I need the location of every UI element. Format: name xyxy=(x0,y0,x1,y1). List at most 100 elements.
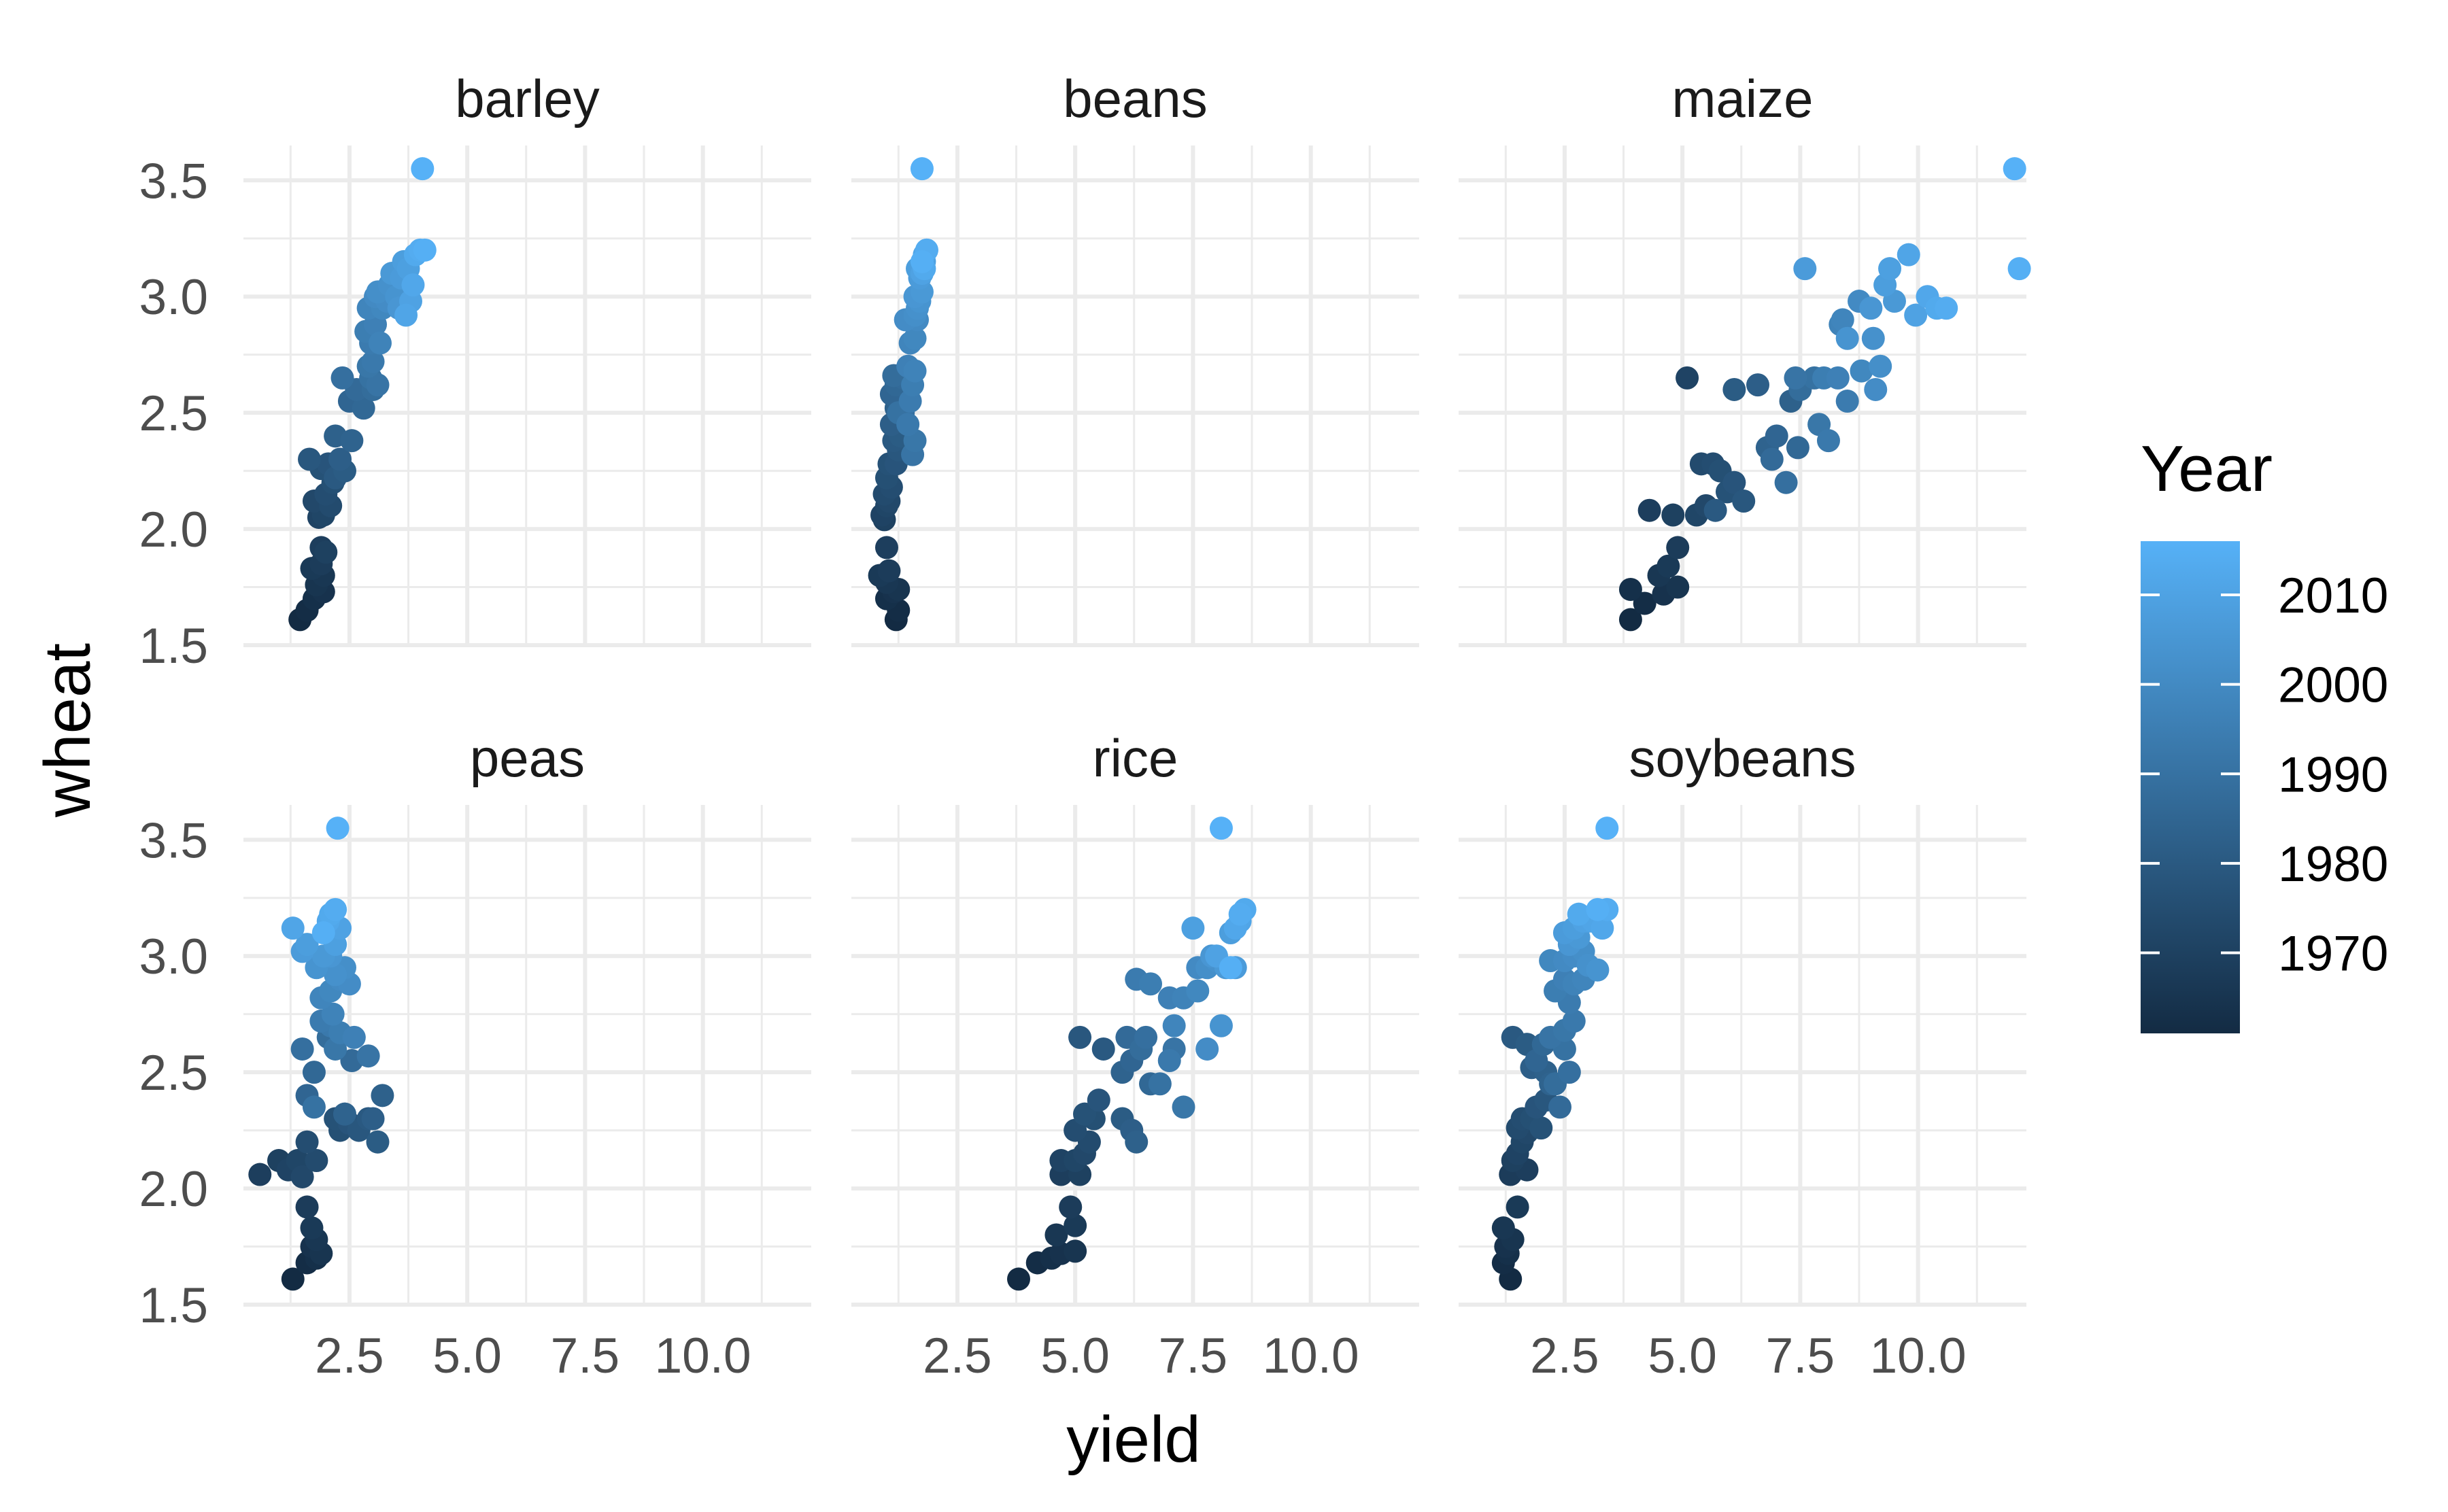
data-point xyxy=(1064,1214,1087,1237)
x-tick-label: 2.5 xyxy=(315,1328,384,1384)
data-point xyxy=(340,429,364,453)
data-point xyxy=(1172,1095,1195,1119)
data-point xyxy=(1181,916,1205,940)
facet-barley: barley 1.5 2.0 2.5 3.0 3.5 xyxy=(139,69,811,674)
y-tick-label: 1.5 xyxy=(139,619,208,674)
data-point xyxy=(1068,1025,1092,1049)
data-point xyxy=(1195,1037,1219,1061)
data-point xyxy=(411,157,435,181)
x-tick-label: 7.5 xyxy=(1159,1328,1227,1384)
facet-label-beans: beans xyxy=(1063,69,1208,128)
data-point xyxy=(248,1163,272,1186)
legend: Year 1970 1980 1990 2000 2010 xyxy=(2141,432,2388,1033)
x-tick-label: 5.0 xyxy=(432,1328,501,1384)
data-point xyxy=(1861,326,1885,350)
data-point xyxy=(300,1216,324,1240)
data-point xyxy=(1529,1116,1553,1140)
data-point xyxy=(361,1107,385,1131)
data-point xyxy=(1073,1102,1097,1126)
data-point xyxy=(1006,1267,1030,1291)
data-point xyxy=(324,963,347,986)
data-point xyxy=(311,921,335,945)
data-point xyxy=(1878,257,1902,281)
data-point xyxy=(1774,470,1798,494)
data-point xyxy=(1125,1130,1149,1154)
data-point xyxy=(903,359,927,383)
data-point xyxy=(896,413,920,436)
data-point xyxy=(368,331,392,355)
data-point xyxy=(1087,1088,1110,1112)
data-point xyxy=(2003,157,2026,181)
data-point xyxy=(1562,1009,1586,1033)
data-point xyxy=(326,817,350,840)
facet-soybeans: soybeans 2.5 5.0 7.5 10.0 xyxy=(1459,728,2026,1384)
data-point xyxy=(1661,503,1685,527)
data-point xyxy=(356,1044,380,1068)
data-point xyxy=(330,366,354,390)
y-tick-label: 2.0 xyxy=(139,502,208,557)
x-tick-label: 7.5 xyxy=(551,1328,619,1384)
data-point xyxy=(1864,377,1888,401)
data-point xyxy=(1219,956,1242,980)
data-point xyxy=(1148,1072,1172,1096)
legend-colorbar xyxy=(2141,541,2240,1033)
x-tick-label: 5.0 xyxy=(1040,1328,1109,1384)
x-tick-label: 2.5 xyxy=(923,1328,991,1384)
legend-break-label: 1980 xyxy=(2278,837,2388,892)
data-point xyxy=(1904,303,1928,327)
facet-rice: rice 2.5 5.0 7.5 10.0 xyxy=(851,728,1419,1384)
data-point xyxy=(1134,1025,1158,1049)
data-point xyxy=(1831,308,1854,332)
x-tick-label: 5.0 xyxy=(1648,1328,1716,1384)
data-point xyxy=(1491,1216,1515,1240)
y-tick-label: 2.0 xyxy=(139,1162,208,1217)
data-point xyxy=(1586,958,1610,982)
x-tick-label: 10.0 xyxy=(655,1328,751,1384)
legend-title: Year xyxy=(2141,432,2273,505)
data-point xyxy=(295,1130,319,1154)
facet-label-peas: peas xyxy=(470,728,585,788)
data-point xyxy=(321,1002,345,1026)
data-point xyxy=(1835,390,1859,413)
data-point xyxy=(1869,354,1892,378)
data-point xyxy=(1676,366,1699,390)
data-point xyxy=(1633,591,1656,615)
data-point xyxy=(1548,1095,1571,1119)
y-tick-label: 3.0 xyxy=(139,270,208,325)
data-point xyxy=(1228,902,1252,926)
data-point xyxy=(1567,902,1591,926)
data-point xyxy=(910,157,934,181)
data-point xyxy=(910,250,934,273)
data-point xyxy=(1618,577,1642,601)
y-tick-label: 3.5 xyxy=(139,154,208,209)
data-point xyxy=(1850,359,1873,383)
data-point xyxy=(413,238,437,262)
data-point xyxy=(1186,979,1210,1003)
data-point xyxy=(1209,817,1233,840)
data-point xyxy=(366,373,390,397)
data-point xyxy=(1732,489,1756,513)
data-point xyxy=(333,1102,356,1126)
data-point xyxy=(1666,575,1690,599)
y-tick-label: 1.5 xyxy=(139,1278,208,1333)
data-point xyxy=(1746,373,1770,397)
facet-beans: beans xyxy=(851,69,1419,647)
data-point xyxy=(1722,470,1746,494)
data-point xyxy=(1765,424,1788,448)
legend-break-label: 1990 xyxy=(2278,747,2388,802)
data-point xyxy=(290,1165,314,1188)
data-point xyxy=(1784,366,1807,390)
data-point xyxy=(1835,326,1859,350)
data-point xyxy=(1595,817,1619,840)
data-point xyxy=(1666,536,1690,560)
data-point xyxy=(401,273,425,297)
facet-label-rice: rice xyxy=(1093,728,1178,788)
data-point xyxy=(1722,377,1746,401)
data-point xyxy=(1656,554,1680,578)
data-point xyxy=(342,1025,366,1049)
x-tick-label: 10.0 xyxy=(1263,1328,1359,1384)
y-tick-label: 2.5 xyxy=(139,1046,208,1101)
x-tick-label: 10.0 xyxy=(1870,1328,1967,1384)
facet-label-soybeans: soybeans xyxy=(1629,728,1856,788)
